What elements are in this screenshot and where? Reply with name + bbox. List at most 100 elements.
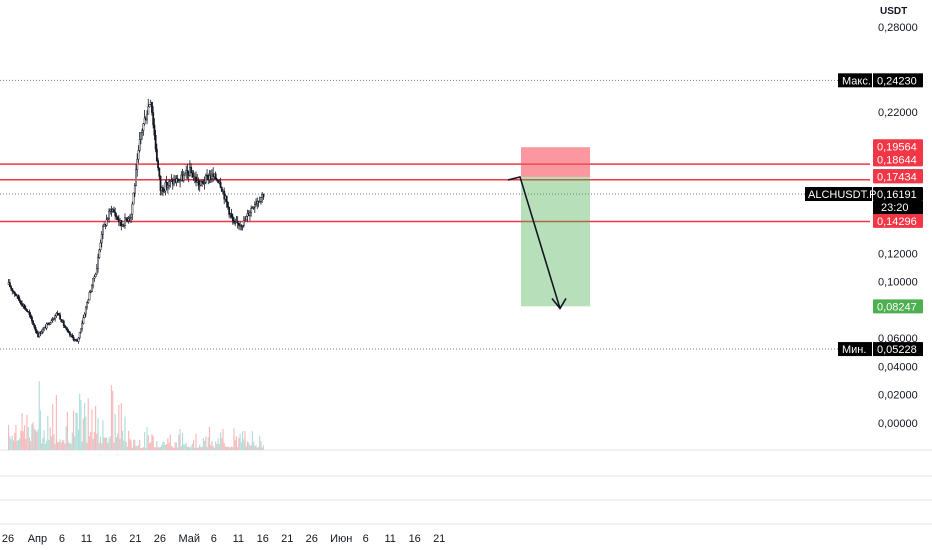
volume-bar [159,446,162,450]
volume-bar [250,445,252,450]
high-tag-bg [838,73,872,88]
volume-bar [12,440,15,450]
volume-bar [152,436,154,450]
volume-bar [262,445,264,450]
volume-bar [204,440,206,450]
volume-bar [143,432,146,450]
volume-bar [14,432,16,450]
volume-bar [141,447,143,450]
volume-bar [202,438,204,450]
candle-body [81,323,84,330]
volume-bar [255,445,257,450]
volume-bar [106,437,108,450]
candle-body [238,223,240,226]
candle-body [130,213,133,218]
volume-bar [31,424,33,450]
volume-bar [146,427,148,450]
volume-bar [55,394,57,450]
x-tick-label: 26 [306,533,318,545]
candle-body [167,184,169,188]
volume-bar [232,446,234,450]
x-tick-label: Май [179,533,201,545]
candle-body [191,172,194,178]
volume-bar [218,443,220,450]
candle-body [127,218,130,222]
candle-body [225,195,228,203]
candle-body [51,319,54,322]
x-tick-label: 26 [154,533,166,545]
volume-bar [253,441,255,450]
volume-bar [43,430,45,450]
volume-bar [156,441,158,450]
candle-body [89,291,92,293]
currency-label: USDT [880,6,908,17]
candle-body [230,213,233,218]
candle-body [80,328,82,333]
volume-bar [148,443,151,450]
volume-bar [174,442,176,450]
volume-bar [38,381,40,450]
volume-bar [166,444,168,450]
volume-bar [168,442,170,450]
volume-bar [240,442,242,450]
volume-bar [66,411,68,450]
candle-body [223,190,226,200]
volume-bar [79,393,81,450]
candle-body [217,180,220,183]
candle-body [179,179,182,182]
y-tick-label: 0,02000 [878,390,918,402]
candle-body [78,331,81,339]
low-value-label: 0,05228 [877,344,917,356]
volume-bar [21,413,23,450]
volume-bar [17,440,19,450]
volume-bar [157,447,159,450]
candle-body [255,203,257,206]
volume-bar [184,444,186,450]
volume-bar [114,414,116,450]
volume-bar [58,441,60,450]
volume-bar [181,432,184,450]
candle-body [77,337,80,342]
volume-bar [132,439,135,450]
candle-body [138,139,141,151]
volume-bar [196,447,198,450]
symbol-tag: ALCHUSDT.P [808,189,876,201]
candle-body [195,176,197,183]
candle-body [184,172,186,176]
volume-bar [96,433,98,450]
candle-body [13,291,16,295]
y-tick-label: 0,22000 [878,107,918,119]
volume-bar [261,447,263,450]
volume-bar [87,398,89,450]
volume-bar [75,412,77,450]
candle-body [95,268,98,275]
volume-bar [211,441,213,450]
volume-bar [215,441,217,450]
volume-bar [177,447,179,450]
candle-body [236,221,239,224]
low-tag-bg [838,342,872,357]
x-tick-label: 26 [2,533,14,545]
x-tick-label: 11 [233,533,244,545]
volume-bar [74,436,76,450]
volume-bar [68,442,70,450]
low-value-bg [873,342,923,357]
candle-body [72,336,75,341]
candle-body [105,219,108,226]
volume-bar [22,431,24,450]
candle-body [102,226,104,235]
volume-bar [199,444,201,450]
volume-bar [69,443,71,450]
candle-body [142,123,145,131]
volume-bar [142,447,144,450]
volume-bar [153,447,155,450]
volume-bar [185,442,187,450]
volume-bar [229,447,231,450]
candle-body [21,303,24,307]
volume-bar [129,438,131,450]
candle-body [108,211,110,219]
volume-bar [65,426,67,450]
candle-body [258,201,261,203]
volume-bar [197,447,200,450]
